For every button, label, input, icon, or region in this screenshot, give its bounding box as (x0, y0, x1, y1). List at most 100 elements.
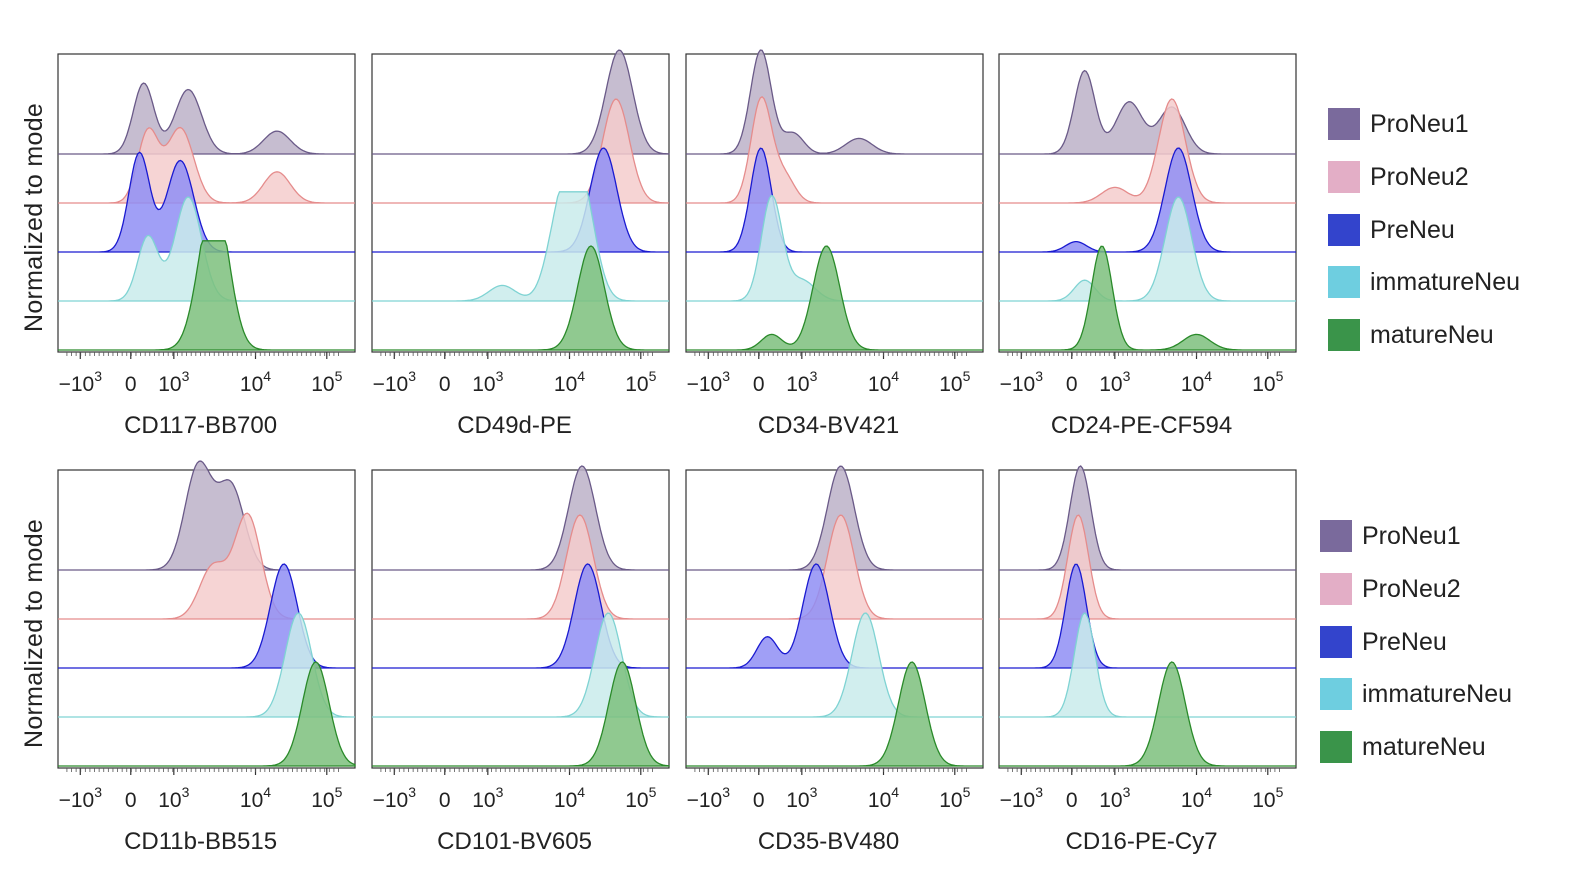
histogram-panel-6: −103 0 103 104 105 CD101-BV605 (371, 465, 670, 855)
histogram-immatureneu (58, 612, 355, 718)
histogram-proneu2 (999, 98, 1296, 204)
y-axis-label-bottom: Normalized to mode (20, 518, 48, 748)
x-tick-label: 103 (1099, 784, 1130, 812)
histogram-panel-7: −103 0 103 104 105 CD35-BV480 (685, 465, 984, 855)
legend-swatch (1328, 108, 1360, 140)
legend-swatch (1320, 731, 1352, 763)
x-tick-label: 0 (753, 373, 765, 396)
x-axis-label: CD35-BV480 (758, 828, 899, 855)
histogram-proneu1 (686, 465, 983, 571)
histogram-matureneu (999, 245, 1296, 351)
histogram-proneu2 (686, 514, 983, 620)
histogram-proneu1 (372, 49, 670, 155)
histogram-proneu2 (58, 512, 355, 620)
legend-top: ProNeu1 ProNeu2 PreNeu immatureNeu matur… (1328, 108, 1568, 351)
histogram-immatureneu (686, 612, 983, 718)
x-tick-label: −103 (59, 784, 103, 812)
x-axis-label: CD11b-BB515 (124, 828, 277, 855)
x-tick-label: 103 (158, 784, 189, 812)
histogram-proneu1 (999, 465, 1296, 571)
x-axis-label: CD49d-PE (457, 412, 572, 439)
x-tick-label: −103 (373, 368, 417, 396)
histogram-panel-2: −103 0 103 104 105 CD49d-PE (371, 49, 670, 439)
x-tick-label: 104 (554, 784, 585, 812)
x-tick-label: 104 (240, 368, 271, 396)
histogram-matureneu (686, 661, 983, 767)
x-tick-label: 104 (868, 784, 899, 812)
legend-item-immatureneu: immatureNeu (1328, 266, 1520, 298)
histogram-panel-1: −103 0 103 104 105 CD117-BB700 (57, 53, 356, 439)
legend-item-immatureneu: immatureNeu (1320, 678, 1512, 710)
histogram-panel-5: −103 0 103 104 105 CD11b-BB515 (57, 460, 356, 855)
x-tick-label: 105 (1252, 784, 1283, 812)
legend-swatch (1328, 161, 1360, 193)
legend-label: matureNeu (1370, 320, 1494, 349)
x-tick-label: 105 (625, 784, 656, 812)
x-tick-label: 0 (439, 789, 451, 812)
histogram-immatureneu (999, 612, 1296, 718)
histogram-immatureneu (999, 196, 1296, 302)
x-tick-label: 103 (1099, 368, 1130, 396)
x-tick-label: 104 (1181, 784, 1212, 812)
x-tick-label: 0 (753, 789, 765, 812)
legend-swatch (1320, 678, 1352, 710)
legend-swatch (1320, 573, 1352, 605)
legend-bottom: ProNeu1 ProNeu2 PreNeu immatureNeu matur… (1320, 520, 1570, 765)
x-tick-label: 0 (1066, 789, 1078, 812)
histogram-proneu2 (999, 514, 1296, 620)
x-tick-label: 104 (554, 368, 585, 396)
x-tick-label: 105 (625, 368, 656, 396)
x-axis-label: CD117-BB700 (124, 412, 277, 439)
x-tick-label: −103 (687, 784, 731, 812)
legend-label: ProNeu1 (1362, 521, 1461, 550)
legend-label: immatureNeu (1362, 679, 1513, 708)
histogram-proneu1 (999, 69, 1296, 155)
legend-label: PreNeu (1362, 627, 1447, 656)
x-tick-label: 103 (472, 784, 503, 812)
legend-item-proneu2: ProNeu2 (1320, 573, 1461, 605)
x-tick-label: 0 (125, 373, 137, 396)
x-tick-label: 0 (1066, 373, 1078, 396)
x-axis-label: CD16-PE-Cy7 (1066, 828, 1218, 855)
histogram-matureneu (372, 661, 670, 767)
x-tick-label: 103 (786, 368, 817, 396)
histogram-panel-4: −103 0 103 104 105 CD24-PE-CF594 (998, 53, 1297, 439)
legend-label: matureNeu (1362, 732, 1486, 761)
legend-item-preneu: PreNeu (1320, 626, 1447, 658)
legend-swatch (1328, 266, 1360, 298)
legend-item-proneu2: ProNeu2 (1328, 161, 1469, 193)
histogram-matureneu (58, 661, 356, 767)
histogram-immatureneu (372, 612, 669, 718)
histogram-proneu1 (686, 49, 983, 155)
x-tick-label: 104 (868, 368, 899, 396)
legend-item-matureneu: matureNeu (1320, 731, 1486, 763)
legend-item-preneu: PreNeu (1328, 214, 1455, 246)
x-tick-label: −103 (687, 368, 731, 396)
x-tick-label: 105 (1252, 368, 1283, 396)
legend-item-matureneu: matureNeu (1328, 319, 1494, 351)
histogram-proneu1 (58, 82, 355, 155)
histogram-proneu2 (686, 95, 983, 204)
histogram-preneu (999, 147, 1296, 253)
histogram-panel-8: −103 0 103 104 105 CD16-PE-Cy7 (998, 465, 1297, 855)
legend-label: ProNeu2 (1362, 574, 1461, 603)
legend-swatch (1320, 520, 1352, 552)
x-tick-label: 104 (1181, 368, 1212, 396)
histogram-preneu (686, 147, 983, 253)
histogram-proneu2 (372, 514, 669, 620)
legend-label: PreNeu (1370, 215, 1455, 244)
histogram-proneu1 (372, 465, 669, 571)
histogram-panel-3: −103 0 103 104 105 CD34-BV421 (685, 49, 984, 439)
x-tick-label: 0 (439, 373, 451, 396)
x-tick-label: 105 (311, 784, 342, 812)
x-axis-label: CD24-PE-CF594 (1051, 412, 1232, 439)
x-tick-label: 105 (939, 784, 970, 812)
x-tick-label: 105 (939, 368, 970, 396)
x-tick-label: 103 (158, 368, 189, 396)
x-axis-label: CD34-BV421 (758, 412, 899, 439)
histogram-matureneu (372, 245, 669, 351)
x-tick-label: −103 (59, 368, 103, 396)
x-tick-label: 103 (786, 784, 817, 812)
x-tick-label: 104 (240, 784, 271, 812)
histogram-preneu (686, 563, 983, 669)
